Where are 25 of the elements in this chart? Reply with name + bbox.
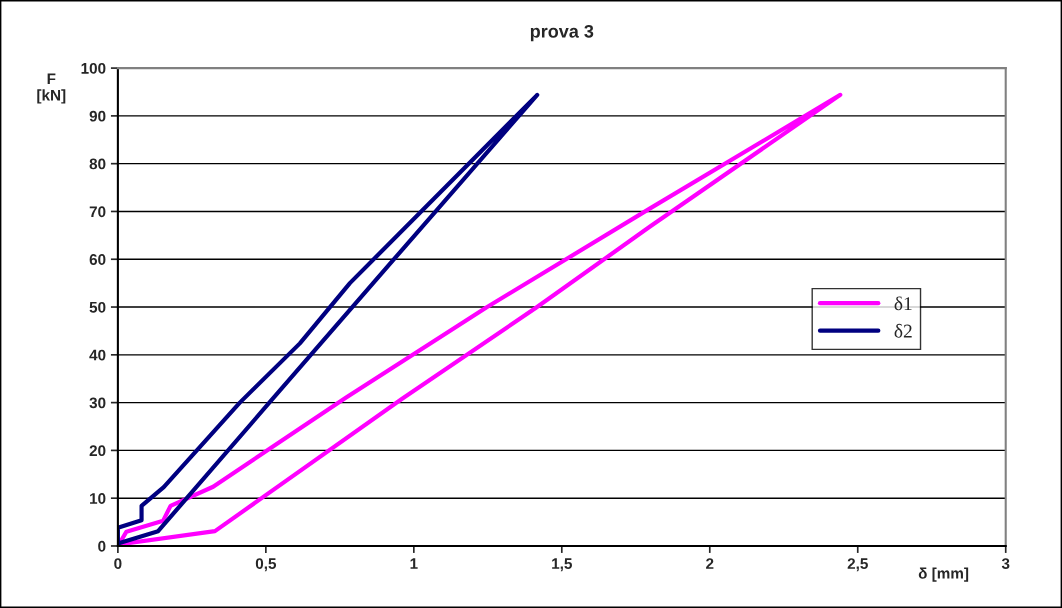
y-tick-label: 30 bbox=[89, 397, 106, 409]
x-tick-label: 1,5 bbox=[552, 558, 572, 572]
y-tick-label: 40 bbox=[89, 349, 106, 361]
y-tick-label: 90 bbox=[89, 110, 106, 122]
y-tick-label: 100 bbox=[81, 62, 106, 74]
legend-label: δ1 bbox=[894, 296, 912, 311]
y-tick-label: 0 bbox=[98, 540, 106, 552]
x-tick-label: 0 bbox=[114, 558, 122, 570]
y-tick-label: 10 bbox=[90, 493, 106, 504]
x-tick-label: 3 bbox=[1001, 558, 1010, 570]
line-series bbox=[117, 92, 843, 546]
y-tick-label: 80 bbox=[89, 158, 106, 170]
y-tick-label: 70 bbox=[89, 206, 106, 218]
y-tick-label: 60 bbox=[89, 254, 106, 265]
y-axis-title: F [kN] bbox=[37, 73, 66, 104]
line-series bbox=[117, 92, 540, 546]
x-tick-label: 2,5 bbox=[847, 558, 868, 572]
chart-title: prova 3 bbox=[530, 24, 594, 42]
y-tick-label: 50 bbox=[89, 301, 106, 313]
x-tick-label: 0,5 bbox=[255, 558, 277, 572]
y-tick-label: 20 bbox=[89, 445, 106, 457]
legend-label: δ2 bbox=[894, 323, 912, 338]
x-axis-title: δ [mm] bbox=[918, 567, 969, 582]
x-tick-label: 1 bbox=[410, 558, 418, 569]
x-tick-label: 2 bbox=[706, 558, 714, 569]
